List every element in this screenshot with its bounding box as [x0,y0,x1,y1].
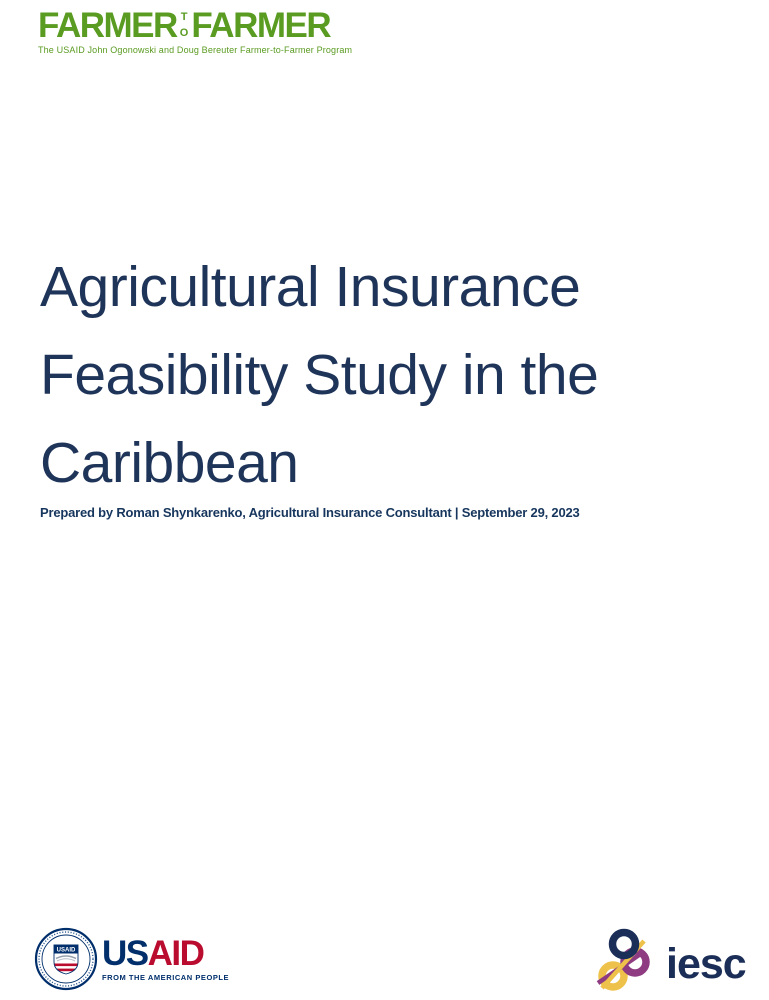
usaid-wordmark-us: US [102,933,149,973]
usaid-wordmark-aid: AID [147,933,205,973]
farmer-to-farmer-logo: FARMER T O FARMER The USAID John Ogonows… [38,6,353,55]
iesc-mark-icon [596,928,650,991]
farmer-word-right: FARMER [191,6,331,45]
usaid-wordmark-block: USAID FROM THE AMERICAN PEOPLE [102,933,230,982]
title-line-2: Feasibility Study in the [40,343,599,407]
iesc-logo: iesc [595,928,747,994]
farmer-logo-tagline: The USAID John Ogonowski and Doug Bereut… [38,45,353,55]
farmer-to-connector: T O [180,12,189,39]
farmer-to-farmer-wordmark: FARMER T O FARMER [38,6,352,45]
byline: Prepared by Roman Shynkarenko, Agricultu… [40,505,580,520]
connector-letter-o: O [179,27,189,39]
usaid-tagline: FROM THE AMERICAN PEOPLE [102,972,230,982]
usaid-seal-label: USAID [57,948,76,954]
connector-letter-t: T [180,11,188,23]
farmer-word-left: FARMER [38,6,178,45]
page-title: Agricultural Insurance Feasibility Study… [40,243,599,507]
usaid-seal-icon: USAID [34,927,98,991]
iesc-wordmark: iesc [666,939,747,988]
usaid-wordmark: USAID [102,933,229,973]
usaid-logo: USAID USAID FROM THE AMERICAN PEOPLE [33,926,229,992]
title-line-3: Caribbean [40,431,299,495]
title-line-1: Agricultural Insurance [40,255,581,319]
